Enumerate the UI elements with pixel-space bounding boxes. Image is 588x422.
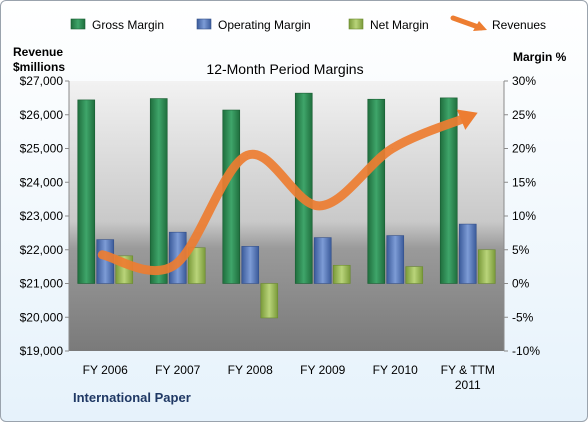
left-tick-label: $23,000 (20, 209, 64, 223)
operating-margin-bar (241, 246, 260, 284)
gross-margin-bar (439, 97, 458, 284)
category-label: FY 2007 (155, 363, 200, 377)
left-tick-label: $21,000 (20, 277, 64, 291)
right-axis-label: Margin % (513, 50, 567, 64)
left-tick-label: $24,000 (20, 175, 64, 189)
category-label: FY 2008 (228, 363, 273, 377)
operating-margin-bar (386, 235, 405, 284)
revenue-point (246, 154, 248, 156)
revenue-point (174, 264, 176, 266)
right-tick-label: 10% (512, 209, 536, 223)
right-tick-label: 5% (512, 243, 530, 257)
left-tick-label: $25,000 (20, 142, 64, 156)
legend-label-net-margin: Net Margin (370, 18, 429, 32)
right-tick-label: 25% (512, 108, 536, 122)
company-name: International Paper (73, 390, 191, 405)
legend-swatch-net-margin (348, 18, 364, 30)
revenue-line (97, 109, 478, 275)
right-tick-label: 15% (512, 175, 536, 189)
right-tick-label: 20% (512, 142, 536, 156)
operating-margin-bar (313, 237, 332, 284)
legend-swatch-gross-margin (70, 18, 86, 30)
net-margin-bar (187, 247, 206, 284)
legend-arrowhead-revenues (473, 21, 487, 31)
right-tick-label: 30% (512, 74, 536, 88)
right-axis-ticks: -10% -5% 0% 5% 10% 15% 20% 25% 30% (504, 74, 540, 358)
left-tick-label: $20,000 (20, 310, 64, 324)
left-tick-label: $26,000 (20, 108, 64, 122)
gross-margin-bar (77, 99, 96, 284)
category-label: FY 2006 (83, 363, 128, 377)
left-tick-label: $22,000 (20, 243, 64, 257)
revenue-point (391, 148, 393, 149)
legend-label-revenues: Revenues (492, 18, 546, 32)
legend-label-gross-margin: Gross Margin (92, 18, 164, 32)
legend-item-operating-margin: Operating Margin (196, 18, 311, 32)
revenue-point (464, 117, 466, 119)
category-label: FY 2009 (300, 363, 345, 377)
gross-margin-bar (149, 98, 168, 284)
bars (77, 92, 496, 319)
right-tick-label: -10% (512, 344, 540, 358)
category-label: 2011 (455, 378, 481, 392)
gross-margin-bar (367, 98, 386, 284)
right-tick-label: -5% (512, 310, 534, 324)
legend-item-revenues: Revenues (450, 15, 546, 32)
category-label: FY & TTM (441, 363, 495, 377)
net-margin-bar (477, 249, 496, 284)
left-tick-label: $27,000 (20, 74, 64, 88)
legend: Gross Margin Operating Margin Net Margin… (70, 15, 546, 32)
left-axis-label-line2: $millions (13, 60, 65, 74)
revenue-point (319, 205, 321, 207)
legend-swatch-operating-margin (196, 18, 212, 30)
left-axis-label-line1: Revenue (13, 45, 63, 59)
category-labels: FY 2006 FY 2007 FY 2008 FY 2009 FY 2010 FY & … (83, 363, 495, 392)
legend-item-net-margin: Net Margin (348, 18, 429, 32)
chart-title: 12-Month Period Margins (206, 61, 363, 77)
legend-item-gross-margin: Gross Margin (70, 18, 164, 32)
net-margin-bar (405, 266, 424, 284)
right-tick-label: 0% (512, 277, 530, 291)
net-margin-bar (332, 264, 351, 284)
left-tick-label: $19,000 (20, 344, 64, 358)
revenue-line-arrowhead (456, 109, 478, 130)
operating-margin-bar (458, 223, 477, 284)
gross-margin-bar (222, 109, 241, 284)
net-margin-bar (260, 283, 279, 319)
plot-area (69, 81, 504, 351)
left-axis-ticks: $19,000 $20,000 $21,000 $22,000 $23,000 $24,0… (20, 74, 69, 358)
legend-label-operating-margin: Operating Margin (218, 18, 311, 32)
revenue-point (101, 254, 103, 256)
category-label: FY 2010 (373, 363, 418, 377)
